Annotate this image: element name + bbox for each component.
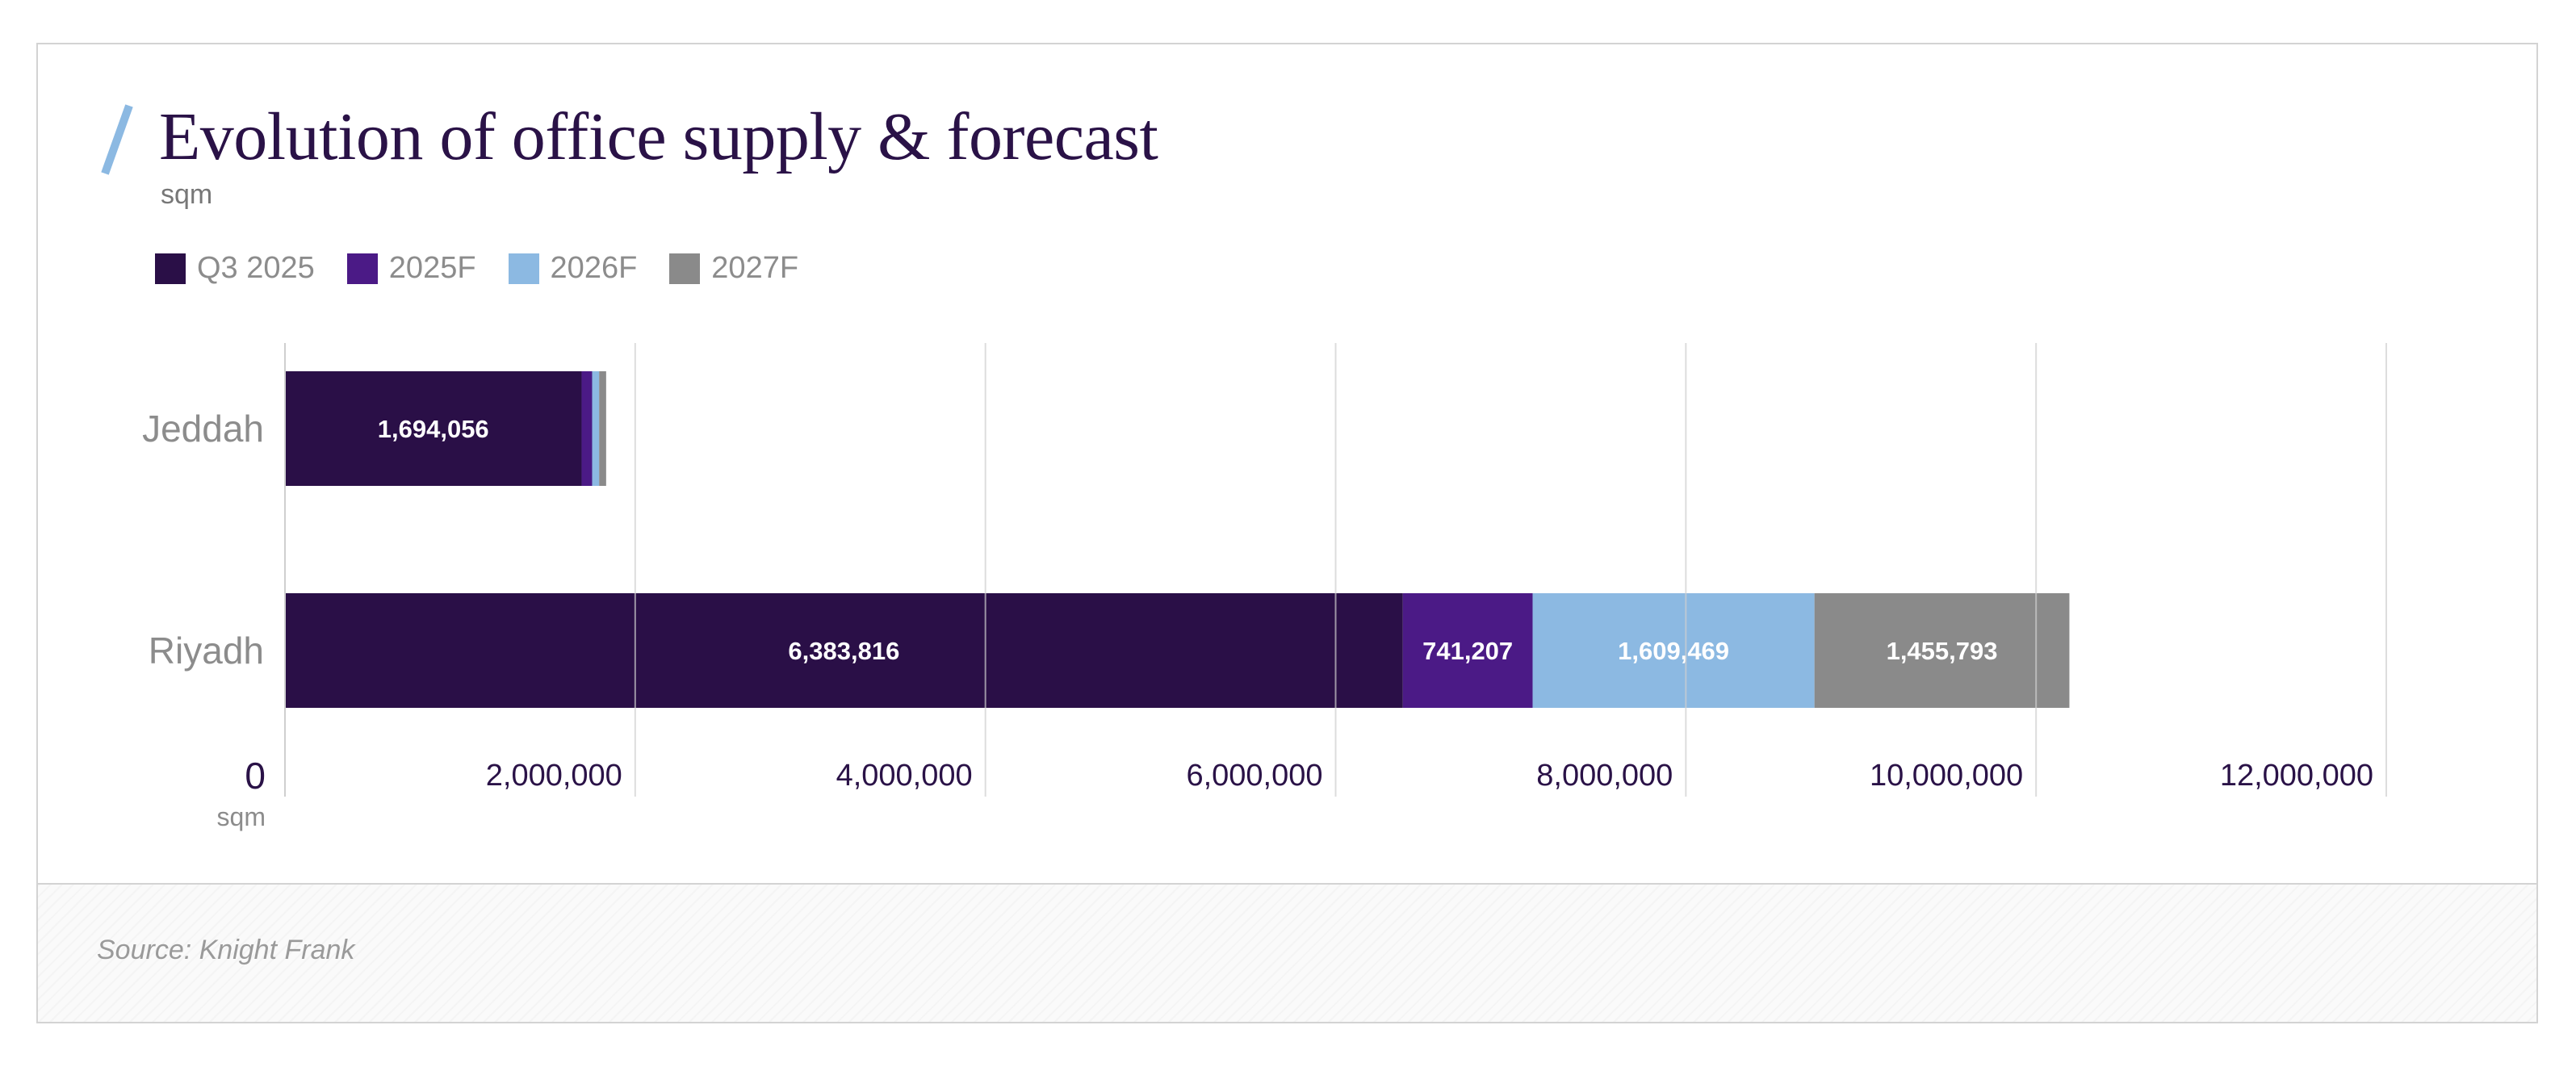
chart-title: Evolution of office supply & forecast <box>159 99 1158 174</box>
x-tick-label-5: 10,000,000 <box>1870 759 2023 793</box>
chart-legend: Q3 2025 2025F 2026F 2027F <box>155 251 798 286</box>
footer: Source: Knight Frank <box>38 883 2536 1022</box>
bar-riyadh-q3-2025 <box>285 593 1403 708</box>
chart-card: Evolution of office supply & forecast sq… <box>36 43 2538 1023</box>
x-tick-label-1: 2,000,000 <box>486 759 622 793</box>
bar-jeddah-2027f <box>599 371 606 486</box>
legend-swatch-2027f <box>669 253 701 284</box>
title-accent-slash <box>101 104 133 175</box>
x-tick-label-0: 0 <box>245 755 266 797</box>
bar-jeddah-2025f <box>581 371 593 486</box>
legend-label-2025f: 2025F <box>388 251 476 285</box>
bar-riyadh-2025f <box>1402 593 1533 708</box>
legend-item-2025f[interactable]: 2025F <box>346 251 476 286</box>
bar-riyadh-2027f <box>1814 593 2070 708</box>
x-tick-label-6: 12,000,000 <box>2220 759 2373 793</box>
slash-line <box>101 104 133 175</box>
legend-item-q3-2025[interactable]: Q3 2025 <box>155 251 315 286</box>
category-label-riyadh: Riyadh <box>149 630 264 672</box>
legend-label-2026f: 2026F <box>550 251 638 285</box>
data-label-riyadh-2026f: 1,609,469 <box>1618 637 1729 665</box>
x-tick-label-2: 4,000,000 <box>836 759 973 793</box>
chart-unit-subtitle: sqm <box>161 179 213 210</box>
data-label-jeddah-q3-2025: 1,694,056 <box>378 415 489 443</box>
legend-swatch-2026f <box>508 253 539 284</box>
x-axis-unit-label: sqm <box>217 802 266 831</box>
legend-swatch-q3-2025 <box>155 253 186 284</box>
x-tick-label-4: 8,000,000 <box>1536 759 1673 793</box>
data-label-riyadh-q3-2025: 6,383,816 <box>788 637 899 665</box>
chart-plot: 1,694,056 Jeddah 6,383,816 741,207 1,609,469… <box>142 343 2387 831</box>
bar-jeddah-q3-2025 <box>285 371 582 486</box>
legend-swatch-2025f <box>346 253 378 284</box>
category-label-jeddah: Jeddah <box>142 408 264 450</box>
data-label-riyadh-2027f: 1,455,793 <box>1887 637 1998 665</box>
legend-label-q3-2025: Q3 2025 <box>197 251 315 285</box>
legend-item-2026f[interactable]: 2026F <box>508 251 638 286</box>
source-note: Source: Knight Frank <box>97 935 355 965</box>
legend-label-2027f: 2027F <box>711 251 799 285</box>
x-tick-label-3: 6,000,000 <box>1186 759 1322 793</box>
legend-item-2027f[interactable]: 2027F <box>669 251 798 286</box>
data-label-riyadh-2025f: 741,207 <box>1422 637 1513 665</box>
bar-riyadh-2026f <box>1532 593 1815 708</box>
bar-jeddah-2026f <box>592 371 600 486</box>
